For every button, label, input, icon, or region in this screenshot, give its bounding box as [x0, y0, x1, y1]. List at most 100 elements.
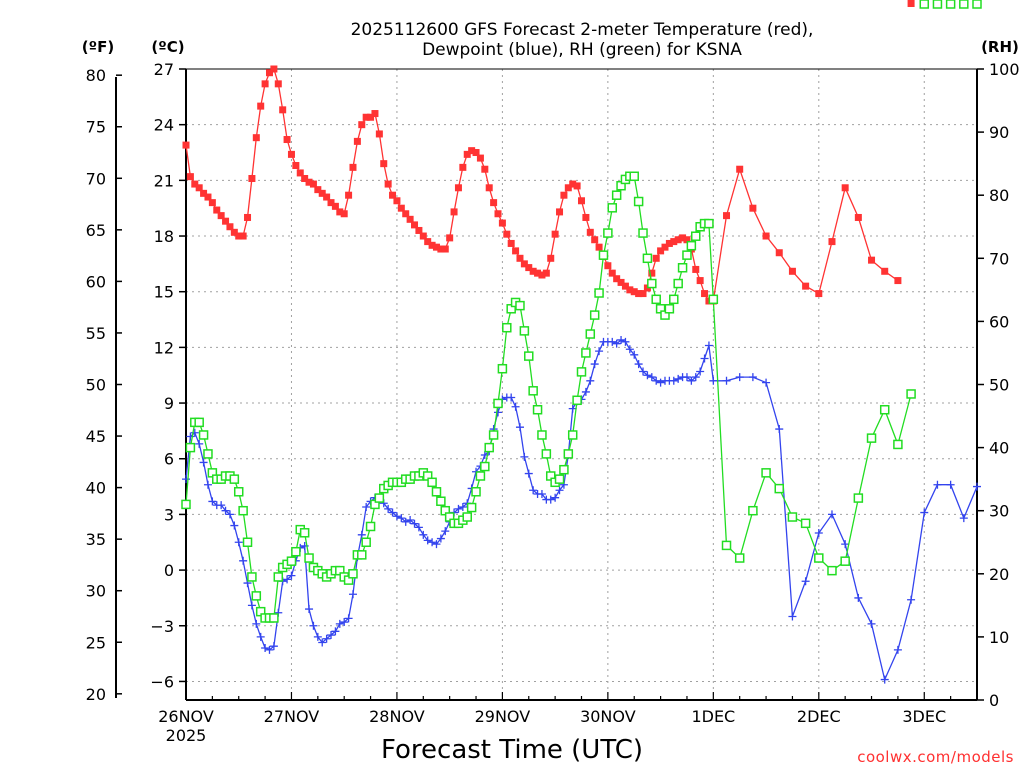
point-2-meter-temperature-77: [520, 260, 528, 268]
point-rh-103: [633, 196, 644, 207]
point-2-meter-temperature-4: [200, 189, 208, 197]
point-2-meter-temperature-107: [652, 254, 660, 262]
point-dewpoint-118: [700, 354, 709, 363]
point-dewpoint-33: [327, 631, 336, 640]
point-2-meter-temperature-79: [529, 267, 537, 275]
point-2-meter-temperature-64: [463, 150, 471, 158]
point-dewpoint-117: [696, 367, 705, 376]
fahrenheit-tick-label-12: 20: [86, 685, 106, 704]
point-dewpoint-34: [331, 627, 340, 636]
point-dewpoint-49: [397, 514, 406, 523]
point-dewpoint-5: [203, 480, 212, 489]
point-2-meter-temperature-44: [375, 130, 383, 138]
unit-label-celsius: (ºC): [151, 38, 184, 56]
point-dewpoint-59: [441, 527, 450, 536]
point-rh-88: [567, 430, 578, 440]
point-rh-40: [357, 550, 367, 560]
point-2-meter-temperature-62: [454, 184, 462, 192]
point-rh-87: [563, 449, 574, 459]
point-rh-94: [594, 288, 604, 298]
point-2-meter-temperature-128: [815, 290, 823, 298]
point-2-meter-temperature-125: [775, 249, 783, 257]
point-dewpoint-81: [537, 489, 546, 498]
point-rh-78: [524, 351, 534, 361]
point-dewpoint-0: [182, 475, 190, 484]
point-2-meter-temperature-71: [494, 210, 502, 218]
point-dewpoint-121: [722, 376, 731, 385]
point-rh-107: [651, 294, 661, 305]
point-dewpoint-128: [814, 528, 823, 537]
point-rh-133: [879, 404, 890, 415]
point-dewpoint-84: [551, 493, 560, 502]
point-dewpoint-98: [612, 339, 621, 348]
point-rh-71: [493, 398, 503, 409]
fahrenheit-tick-label-9: 35: [86, 530, 106, 549]
point-2-meter-temperature-102: [630, 288, 638, 296]
point-2-meter-temperature-93: [591, 236, 599, 244]
point-dewpoint-50: [401, 517, 410, 526]
point-2-meter-temperature-84: [551, 230, 559, 238]
point-dewpoint-57: [432, 540, 441, 549]
point-rh-92: [585, 329, 596, 339]
point-2-meter-temperature-20: [270, 65, 278, 73]
point-rh-110: [664, 304, 675, 314]
point-rh-96: [603, 228, 613, 238]
point-2-meter-temperature-97: [608, 269, 616, 277]
point-2-meter-temperature-7: [213, 206, 221, 214]
point-rh-76: [515, 300, 525, 311]
point-dewpoint-119: [704, 341, 713, 350]
point-dewpoint-62: [454, 504, 463, 513]
point-2-meter-temperature-1: [186, 173, 194, 181]
point-2-meter-temperature-99: [617, 278, 625, 286]
point-2-meter-temperature-18: [261, 80, 269, 88]
point-rh-129: [827, 565, 837, 576]
fahrenheit-tick-label-7: 45: [86, 427, 106, 446]
point-2-meter-temperature-134: [894, 277, 902, 285]
point-2-meter-temperature-78: [525, 264, 533, 272]
point-dewpoint-19: [265, 645, 274, 654]
tick-labels: 2724211815129630−3−680757065605550454035…: [86, 60, 1020, 745]
point-dewpoint-15: [247, 601, 256, 610]
point-rh-135: [906, 389, 916, 399]
point-dewpoint-78: [524, 469, 533, 478]
rh-tick-label-0: 100: [989, 60, 1020, 79]
rh-tick-label-4: 60: [989, 312, 1009, 331]
point-2-meter-temperature-110: [665, 239, 673, 247]
point-2-meter-temperature-50: [402, 210, 410, 218]
point-rh-24: [286, 556, 297, 566]
point-2-meter-temperature-40: [358, 121, 366, 129]
point-2-meter-temperature-76: [516, 254, 524, 262]
rh-tick-label-7: 30: [989, 502, 1009, 521]
point-rh-56: [427, 477, 437, 488]
point-2-meter-temperature-25: [292, 162, 300, 170]
point-2-meter-temperature-96: [604, 262, 612, 270]
point-rh-65: [466, 502, 477, 513]
point-dewpoint-74: [507, 393, 516, 402]
point-2-meter-temperature-21: [274, 80, 282, 88]
point-2-meter-temperature-87: [564, 184, 572, 192]
celsius-tick-label-6: 9: [164, 394, 174, 413]
point-2-meter-temperature-22: [279, 106, 287, 114]
point-dewpoint-16: [252, 619, 261, 628]
point-dewpoint-125: [775, 425, 784, 434]
point-2-meter-temperature-35: [336, 208, 344, 216]
point-dewpoint-135: [907, 595, 916, 604]
point-rh-3: [194, 417, 204, 428]
point-rh-137: [932, 0, 943, 9]
point-rh-42: [365, 521, 376, 532]
point-2-meter-temperature-74: [507, 239, 515, 247]
point-dewpoint-53: [414, 523, 423, 532]
point-rh-127: [800, 518, 811, 529]
point-2-meter-temperature-130: [841, 184, 849, 192]
point-2-meter-temperature-45: [380, 160, 388, 168]
celsius-tick-label-7: 6: [164, 450, 174, 469]
point-dewpoint-58: [436, 534, 445, 543]
point-2-meter-temperature-133: [881, 267, 889, 275]
point-2-meter-temperature-30: [314, 186, 322, 194]
point-2-meter-temperature-33: [327, 199, 335, 207]
point-2-meter-temperature-86: [560, 191, 568, 199]
point-2-meter-temperature-52: [411, 221, 419, 229]
point-2-meter-temperature-15: [248, 174, 256, 182]
point-dewpoint-140: [973, 482, 981, 491]
celsius-tick-label-3: 18: [154, 227, 174, 246]
